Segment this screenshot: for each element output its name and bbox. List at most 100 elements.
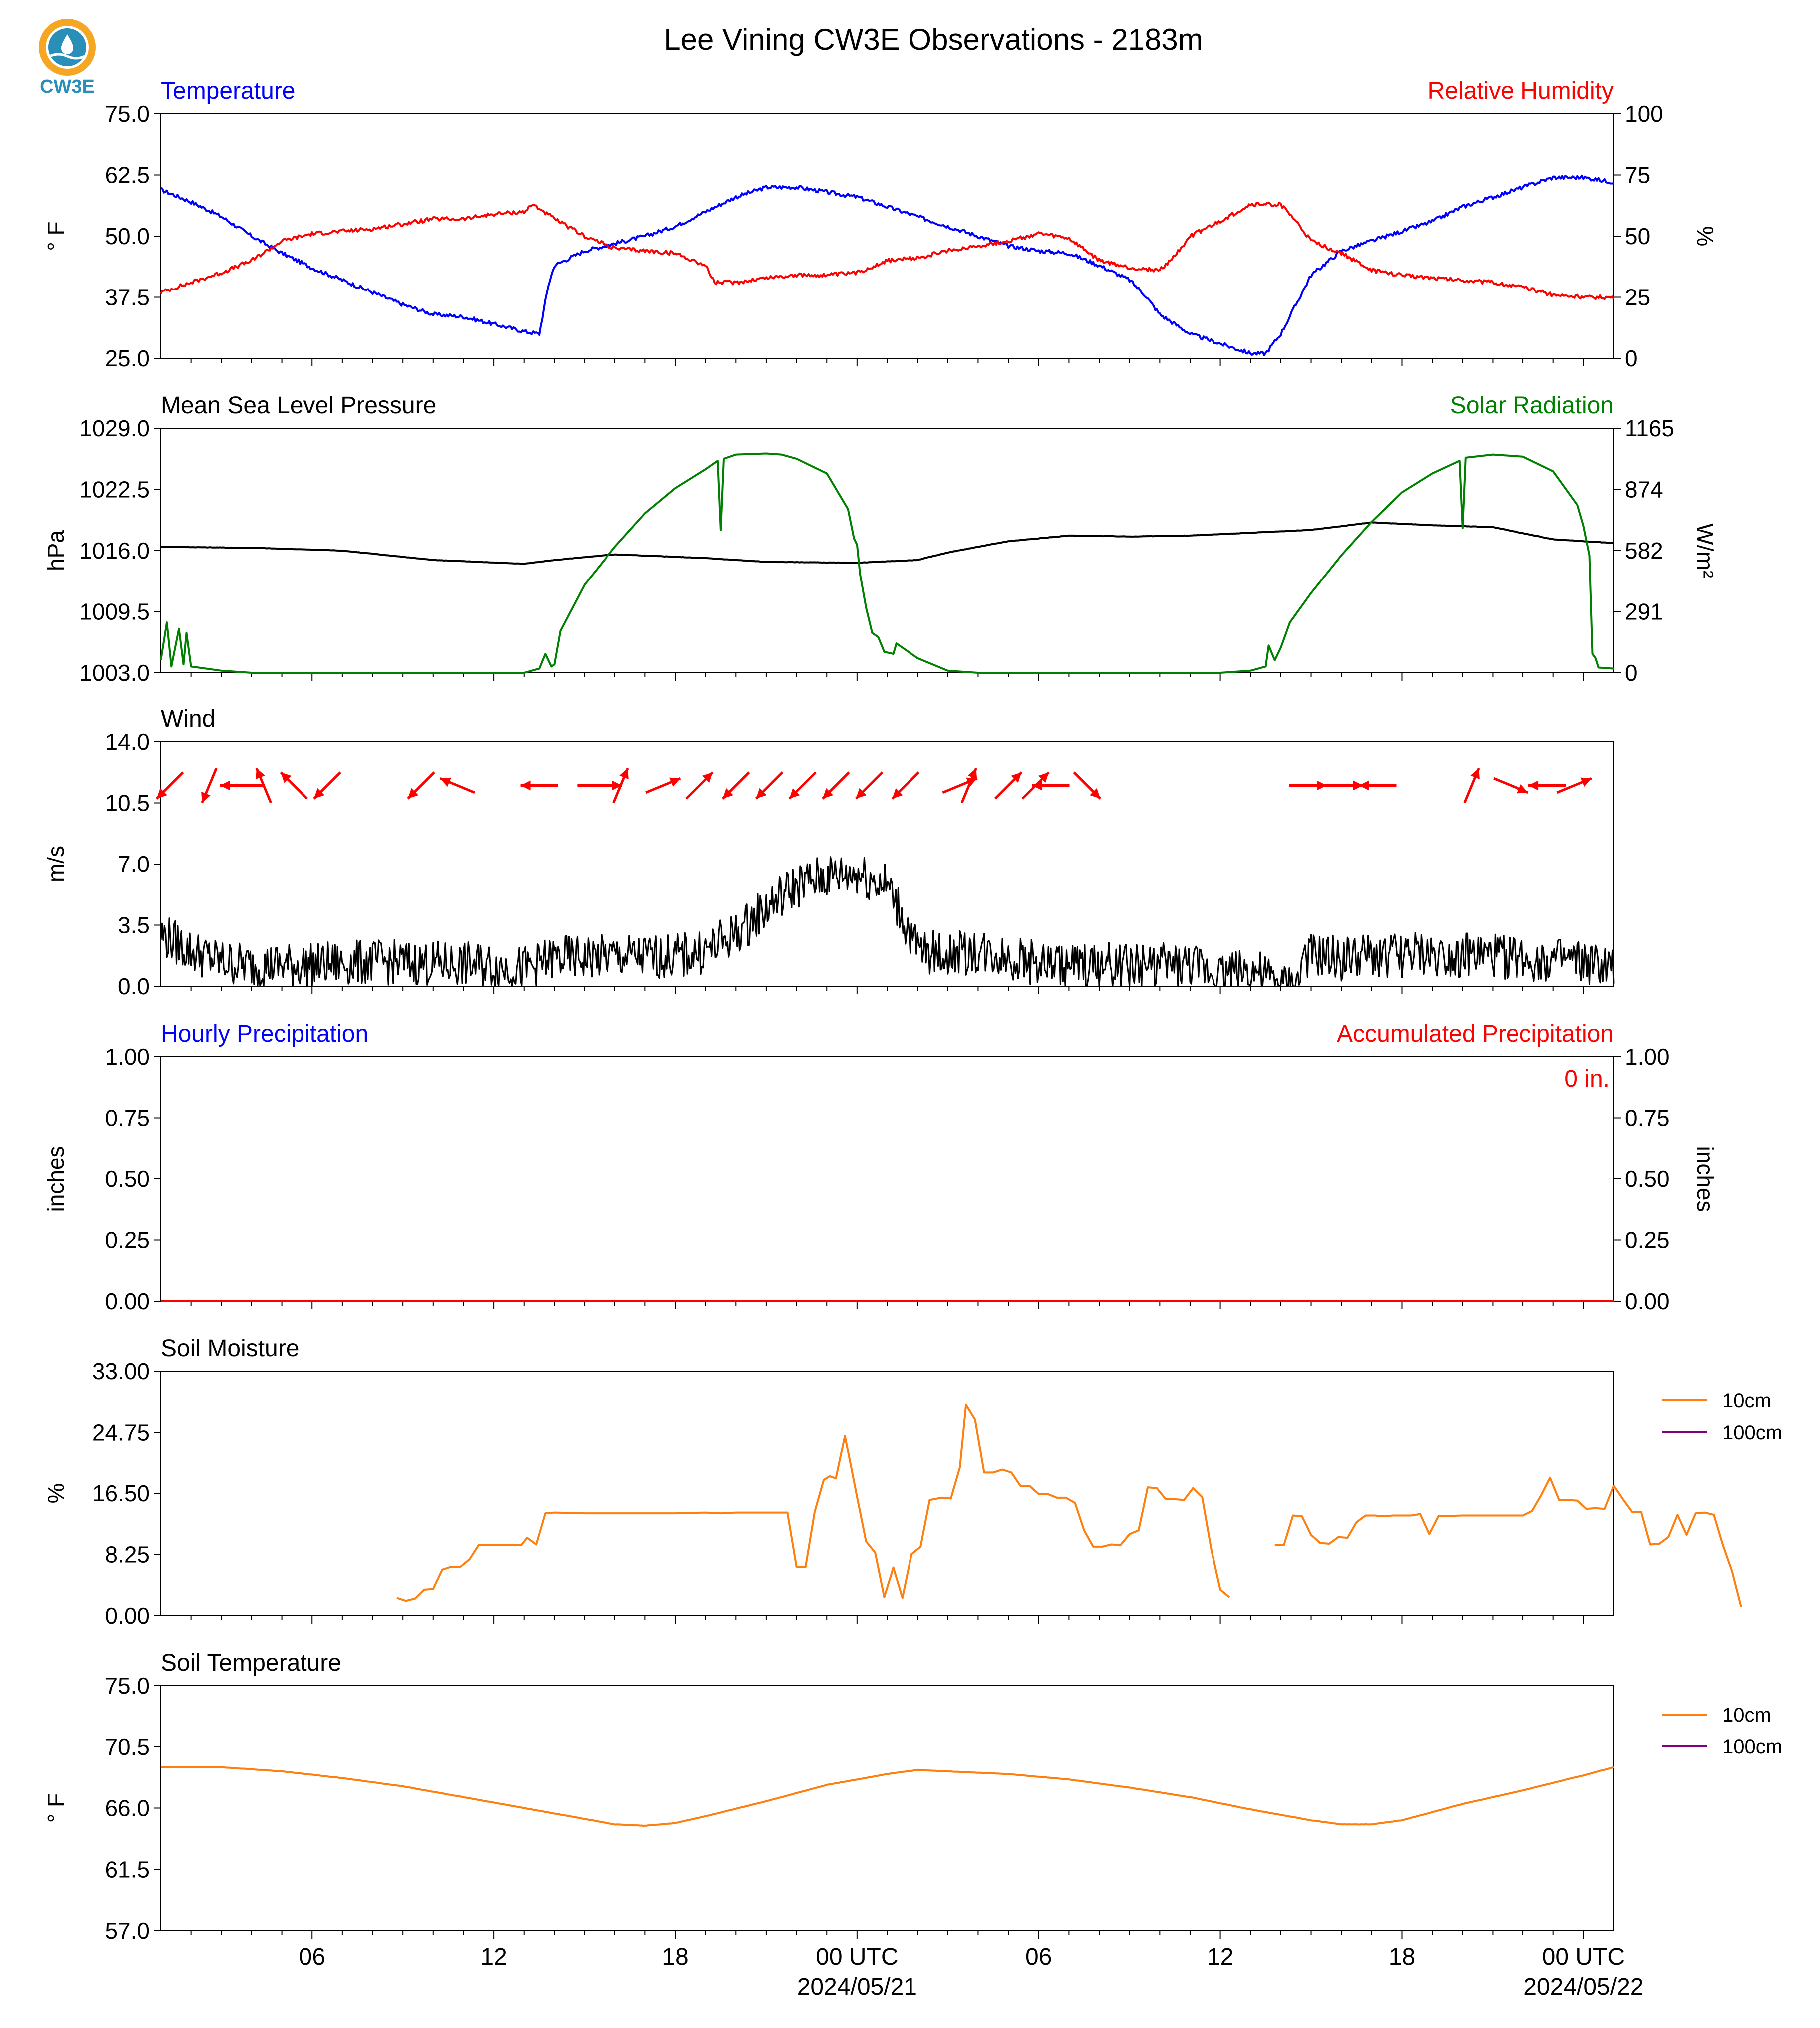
wind-arrow-head <box>822 788 834 799</box>
wind-arrow <box>280 771 308 800</box>
wind-arrow-head <box>1470 768 1480 780</box>
wind-arrow-head <box>1517 784 1528 794</box>
y-tick-label-left: 14.0 <box>105 729 150 755</box>
series-line-s1-0 <box>160 452 1614 674</box>
panel-5: Soil Moisture 0.00 8.25 16.50 24.75 33.00% 10c… <box>43 1335 1782 1629</box>
panels-group: Temperature Relative Humidity 25.0 37.5 50.0… <box>43 78 1782 2000</box>
y-tick-label-left: 75.0 <box>105 101 150 127</box>
wind-arrow-head <box>892 788 903 799</box>
wind-arrow <box>891 771 920 800</box>
y-tick-label-left: 0.50 <box>105 1166 150 1192</box>
y-tick-label-left: 0.25 <box>105 1227 150 1253</box>
wind-arrow-head <box>314 788 325 799</box>
series-line-10cm-0 <box>396 1403 1230 1602</box>
panel-title-left: Wind <box>161 706 215 732</box>
wind-arrow-head <box>1090 788 1101 799</box>
y-axis-label-left: m/s <box>43 846 69 882</box>
wind-arrow-head <box>756 788 767 799</box>
legend-label: 100cm <box>1722 1422 1782 1444</box>
y-tick-label-left: 24.75 <box>92 1420 150 1446</box>
x-date-label: 2024/05/22 <box>1523 1974 1643 2000</box>
legend-label: 10cm <box>1722 1704 1771 1726</box>
wind-arrow-head <box>669 777 681 787</box>
wind-arrow <box>855 771 884 800</box>
y-tick-label-right: 100 <box>1625 101 1663 127</box>
wind-arrow-head <box>1359 780 1369 791</box>
x-date-label: 2024/05/21 <box>797 1974 917 2000</box>
wind-arrow-head <box>856 788 867 799</box>
wind-arrow-head <box>1528 780 1539 791</box>
wind-arrow <box>1325 780 1363 791</box>
wind-arrow <box>612 767 629 804</box>
panel-1: Temperature Relative Humidity 25.0 37.5 50.0… <box>43 78 1718 371</box>
wind-arrow <box>255 767 272 804</box>
y-axis-label-left: hPa <box>43 530 69 571</box>
y-tick-label-left: 10.5 <box>105 790 150 816</box>
legend: 10cm 100cm <box>1662 1390 1782 1444</box>
wind-arrow-head <box>440 777 451 787</box>
wind-arrow-head <box>1316 780 1327 791</box>
x-tick-label: 18 <box>662 1944 688 1970</box>
y-tick-label-right: 874 <box>1625 477 1663 503</box>
wind-arrow <box>520 780 558 791</box>
y-tick-label-right: 1.00 <box>1625 1044 1670 1070</box>
wind-arrow-head <box>520 780 531 791</box>
wind-arrow <box>1463 767 1480 804</box>
wind-arrow-head <box>1032 780 1042 791</box>
panel-3: Wind 0.0 3.5 7.0 10.5 14.0 m/s <box>43 706 1615 999</box>
wind-arrow <box>439 777 475 794</box>
panel-title-left: Temperature <box>161 78 295 104</box>
y-tick-label-left: 57.0 <box>105 1918 150 1944</box>
wind-arrow <box>201 767 218 804</box>
wind-arrow <box>1032 780 1070 791</box>
panel-frame <box>160 1371 1614 1616</box>
y-tick-label-right: 50 <box>1625 223 1650 249</box>
y-tick-label-right: 0 <box>1625 660 1638 686</box>
y-tick-label-left: 33.00 <box>92 1358 150 1384</box>
y-tick-label-left: 3.5 <box>118 912 150 938</box>
x-tick-label: 06 <box>1025 1944 1052 1970</box>
y-tick-label-left: 0.75 <box>105 1105 150 1131</box>
x-tick-label: 00 UTC <box>1542 1944 1625 1970</box>
series-line-10cm-0 <box>160 1766 1614 1827</box>
y-tick-label-left: 0.0 <box>118 973 150 999</box>
wind-arrow <box>721 771 750 800</box>
y-tick-label-left: 0.00 <box>105 1288 150 1314</box>
series-line-s0-0 <box>160 856 1615 987</box>
panel-6: Soil Temperature 57.0 61.5 66.0 70.5 75.0 ° F 1… <box>43 1650 1782 1944</box>
y-axis-label-left: inches <box>43 1146 69 1212</box>
wind-arrow-head <box>1353 780 1363 791</box>
wind-arrow <box>577 780 622 791</box>
y-tick-label-left: 1029.0 <box>79 415 150 441</box>
panel-2: Mean Sea Level Pressure Solar Radiation 10… <box>43 392 1718 686</box>
cw3e-logo-mark <box>39 19 96 76</box>
panel-frame <box>160 113 1614 359</box>
wind-arrow <box>1289 780 1327 791</box>
x-tick-label: 18 <box>1389 1944 1415 1970</box>
wind-arrow <box>822 771 850 800</box>
wind-arrow <box>755 771 784 800</box>
y-tick-label-left: 50.0 <box>105 223 150 249</box>
legend-label: 10cm <box>1722 1390 1771 1412</box>
wind-arrow-head <box>156 788 167 799</box>
y-tick-label-left: 1022.5 <box>79 477 150 503</box>
wind-arrow <box>960 767 977 804</box>
wind-arrow-head <box>967 768 977 780</box>
wind-arrow <box>1359 780 1397 791</box>
wind-arrow-head <box>1580 777 1592 787</box>
logo-wave-icon <box>49 53 86 60</box>
y-tick-label-right: 0.50 <box>1625 1166 1670 1192</box>
y-tick-label-left: 1016.0 <box>79 538 150 564</box>
y-tick-label-left: 37.5 <box>105 285 150 310</box>
y-tick-label-left: 1.00 <box>105 1044 150 1070</box>
x-tick-label: 12 <box>480 1944 507 1970</box>
logo-sun-ring <box>39 19 96 76</box>
wind-arrow-head <box>1011 772 1022 783</box>
wind-arrow-head <box>619 768 629 780</box>
y-tick-label-right: 0.25 <box>1625 1227 1670 1253</box>
wind-arrow-head <box>722 788 733 799</box>
cw3e-logo: CW3E <box>35 17 100 100</box>
y-tick-label-right: 75 <box>1625 162 1650 188</box>
wind-arrow-head <box>256 768 265 780</box>
